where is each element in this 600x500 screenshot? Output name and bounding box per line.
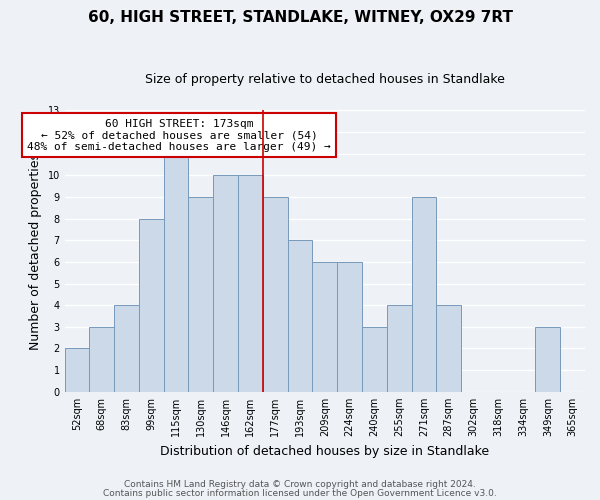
Bar [213, 175, 238, 392]
Bar [164, 154, 188, 392]
Text: Contains HM Land Registry data © Crown copyright and database right 2024.: Contains HM Land Registry data © Crown c… [124, 480, 476, 489]
Text: 60 HIGH STREET: 173sqm
← 52% of detached houses are smaller (54)
48% of semi-det: 60 HIGH STREET: 173sqm ← 52% of detached… [27, 118, 331, 152]
Bar [139, 218, 164, 392]
Bar [387, 305, 412, 392]
Bar [436, 305, 461, 392]
Bar [65, 348, 89, 392]
Bar [337, 262, 362, 392]
X-axis label: Distribution of detached houses by size in Standlake: Distribution of detached houses by size … [160, 444, 490, 458]
Text: Contains public sector information licensed under the Open Government Licence v3: Contains public sector information licen… [103, 488, 497, 498]
Bar [263, 197, 287, 392]
Bar [114, 305, 139, 392]
Bar [238, 175, 263, 392]
Bar [313, 262, 337, 392]
Title: Size of property relative to detached houses in Standlake: Size of property relative to detached ho… [145, 72, 505, 86]
Bar [535, 327, 560, 392]
Bar [412, 197, 436, 392]
Bar [188, 197, 213, 392]
Text: 60, HIGH STREET, STANDLAKE, WITNEY, OX29 7RT: 60, HIGH STREET, STANDLAKE, WITNEY, OX29… [88, 10, 512, 25]
Y-axis label: Number of detached properties: Number of detached properties [29, 152, 42, 350]
Bar [287, 240, 313, 392]
Bar [89, 327, 114, 392]
Bar [362, 327, 387, 392]
